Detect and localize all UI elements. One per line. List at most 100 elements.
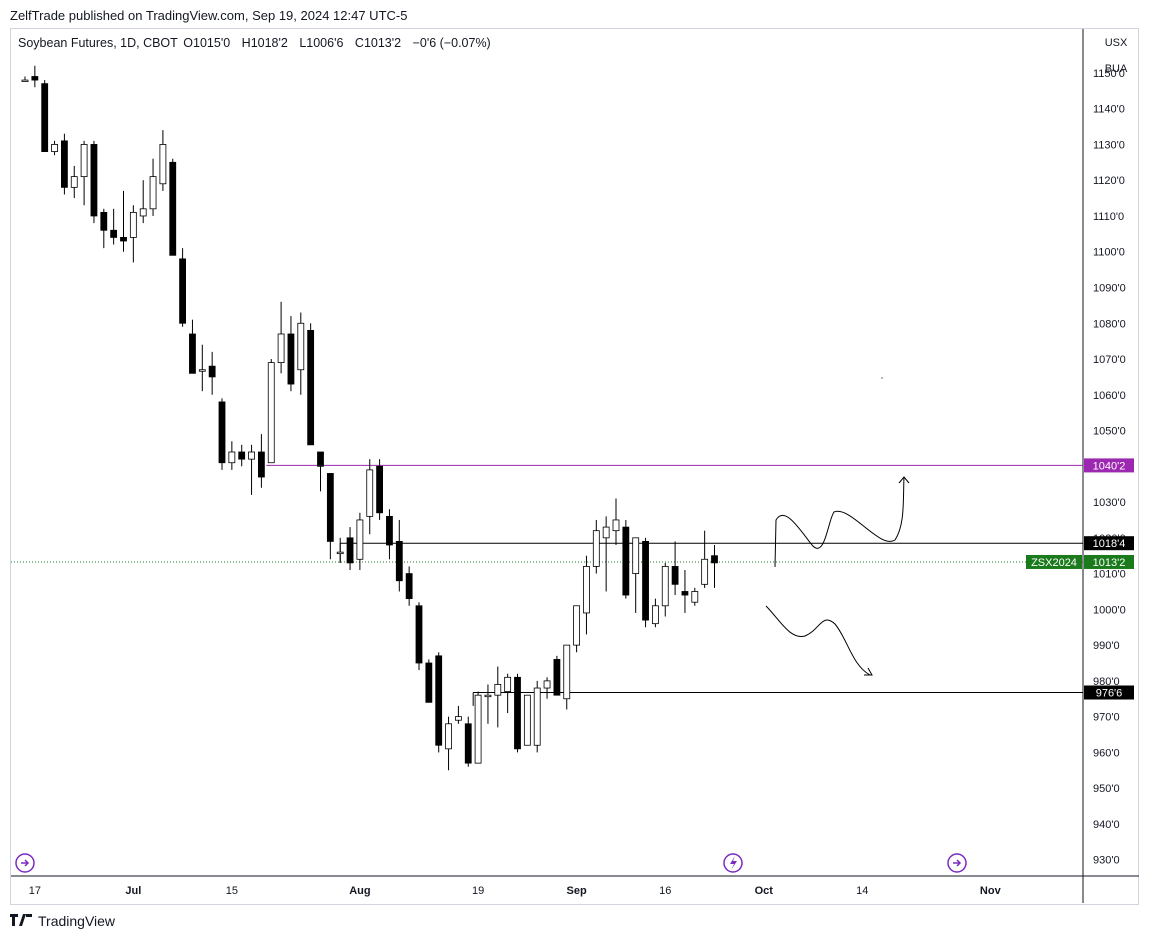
candle-body <box>218 401 226 464</box>
candle-body <box>198 369 206 372</box>
currency-selector[interactable]: USX BUA <box>1098 34 1134 86</box>
y-tick-label: 990'0 <box>1093 640 1120 652</box>
candle-body <box>445 723 452 750</box>
y-tick-label: 930'0 <box>1093 855 1120 867</box>
candle-body <box>632 537 640 574</box>
legend-change: −0'6 (−0.07%) <box>412 36 491 50</box>
candle-body <box>110 229 118 238</box>
candle-body <box>681 591 689 596</box>
legend-low: 1006'6 <box>306 36 344 50</box>
x-tick-label: 17 <box>29 885 41 897</box>
y-tick-label: 1150'0 <box>1093 68 1125 80</box>
level-badge <box>1084 536 1134 551</box>
symbol-badge-label: ZSX2024 <box>1031 557 1077 569</box>
bullish-scenario-arrow <box>774 476 905 568</box>
candle-body <box>208 365 216 378</box>
y-tick-label: 1110'0 <box>1093 211 1124 223</box>
candle-body <box>573 605 580 646</box>
candle-body <box>139 208 147 217</box>
last-price-badge-label: 1013'2 <box>1093 557 1126 569</box>
candle-body <box>317 451 324 467</box>
symbol-badge <box>1026 554 1082 569</box>
y-tick-label: 970'0 <box>1093 712 1120 724</box>
publisher-line: ZelfTrade published on TradingView.com, … <box>10 8 408 23</box>
y-tick-label: 1000'0 <box>1093 604 1126 616</box>
x-tick-label: Oct <box>755 885 774 897</box>
y-tick-label: 980'0 <box>1093 676 1120 688</box>
candle-body <box>326 473 334 542</box>
tradingview-logo-icon <box>10 913 32 929</box>
y-tick-label: 1120'0 <box>1093 175 1125 187</box>
candle-body <box>41 83 49 152</box>
y-tick-label: 950'0 <box>1093 783 1120 795</box>
chart-frame <box>10 28 1139 905</box>
candle-body <box>336 551 344 555</box>
candle-body <box>366 469 374 517</box>
x-tick-label: 16 <box>659 885 671 897</box>
y-tick-label: 960'0 <box>1093 747 1120 759</box>
legend-close: 1013'2 <box>363 36 402 50</box>
y-tick-label: 1140'0 <box>1093 104 1125 116</box>
currency-bua[interactable]: BUA <box>1104 63 1128 75</box>
currency-usx[interactable]: USX <box>1104 37 1128 49</box>
candle-body <box>267 362 275 464</box>
candle-body <box>395 541 403 582</box>
candle-body <box>701 558 709 585</box>
candle-body <box>612 519 620 532</box>
x-tick-label: Sep <box>567 885 587 897</box>
candle-body <box>228 451 236 464</box>
candle-body <box>70 176 78 188</box>
candle-body <box>159 144 167 185</box>
candle-body <box>464 723 472 764</box>
lightning-icon <box>730 856 737 870</box>
candle-body <box>435 655 443 746</box>
candle-body <box>257 451 265 478</box>
candle-body <box>454 716 462 721</box>
candle-body <box>31 76 39 81</box>
candle-body <box>51 144 58 152</box>
candle-body <box>287 333 295 385</box>
candle-body <box>425 662 433 703</box>
chart-legend: Soybean Futures, 1D, CBOT O1015'0 H1018'… <box>18 36 497 50</box>
candle-body <box>100 211 108 231</box>
candle-body <box>169 161 177 256</box>
stray-dot <box>881 377 883 379</box>
candle-body <box>622 526 630 596</box>
candle-body <box>120 237 127 242</box>
candle-body <box>376 465 384 514</box>
candle-body <box>297 322 305 371</box>
candle-body <box>691 591 699 603</box>
candle-body <box>514 676 521 750</box>
candle-body <box>671 566 679 585</box>
candle-body <box>277 333 285 363</box>
level-badge-label: 976'6 <box>1096 688 1123 700</box>
candle-body <box>21 79 29 82</box>
y-tick-label: 1010'0 <box>1093 569 1126 581</box>
candle-body <box>652 605 659 625</box>
last-price-badge <box>1084 554 1134 569</box>
candle-body <box>474 694 482 764</box>
candle-body <box>61 140 68 188</box>
legend-low-label: L <box>299 36 307 50</box>
bearish-scenario-arrow <box>765 605 871 676</box>
x-tick-label: 14 <box>856 885 868 897</box>
candle-body <box>563 644 571 700</box>
level-badge-label: 1018'4 <box>1093 538 1126 550</box>
footer-brand: TradingView <box>10 913 115 929</box>
candle-body <box>592 530 600 567</box>
level-badge-label: 1040'2 <box>1093 460 1126 472</box>
candle-body <box>346 537 354 564</box>
level-badge <box>1084 458 1134 473</box>
legend-close-label: C <box>354 36 364 50</box>
candle-body <box>129 211 137 238</box>
bearish-arrowhead-icon <box>864 667 873 676</box>
y-tick-label: 1130'0 <box>1093 139 1125 151</box>
candle-body <box>583 566 590 614</box>
candle-body <box>543 680 551 689</box>
y-tick-label: 1070'0 <box>1093 354 1126 366</box>
candle-body <box>494 684 502 696</box>
candle-body <box>179 258 187 324</box>
legend-symbol: Soybean Futures, 1D, CBOT <box>18 36 178 50</box>
footer-brand-text: TradingView <box>38 913 116 929</box>
